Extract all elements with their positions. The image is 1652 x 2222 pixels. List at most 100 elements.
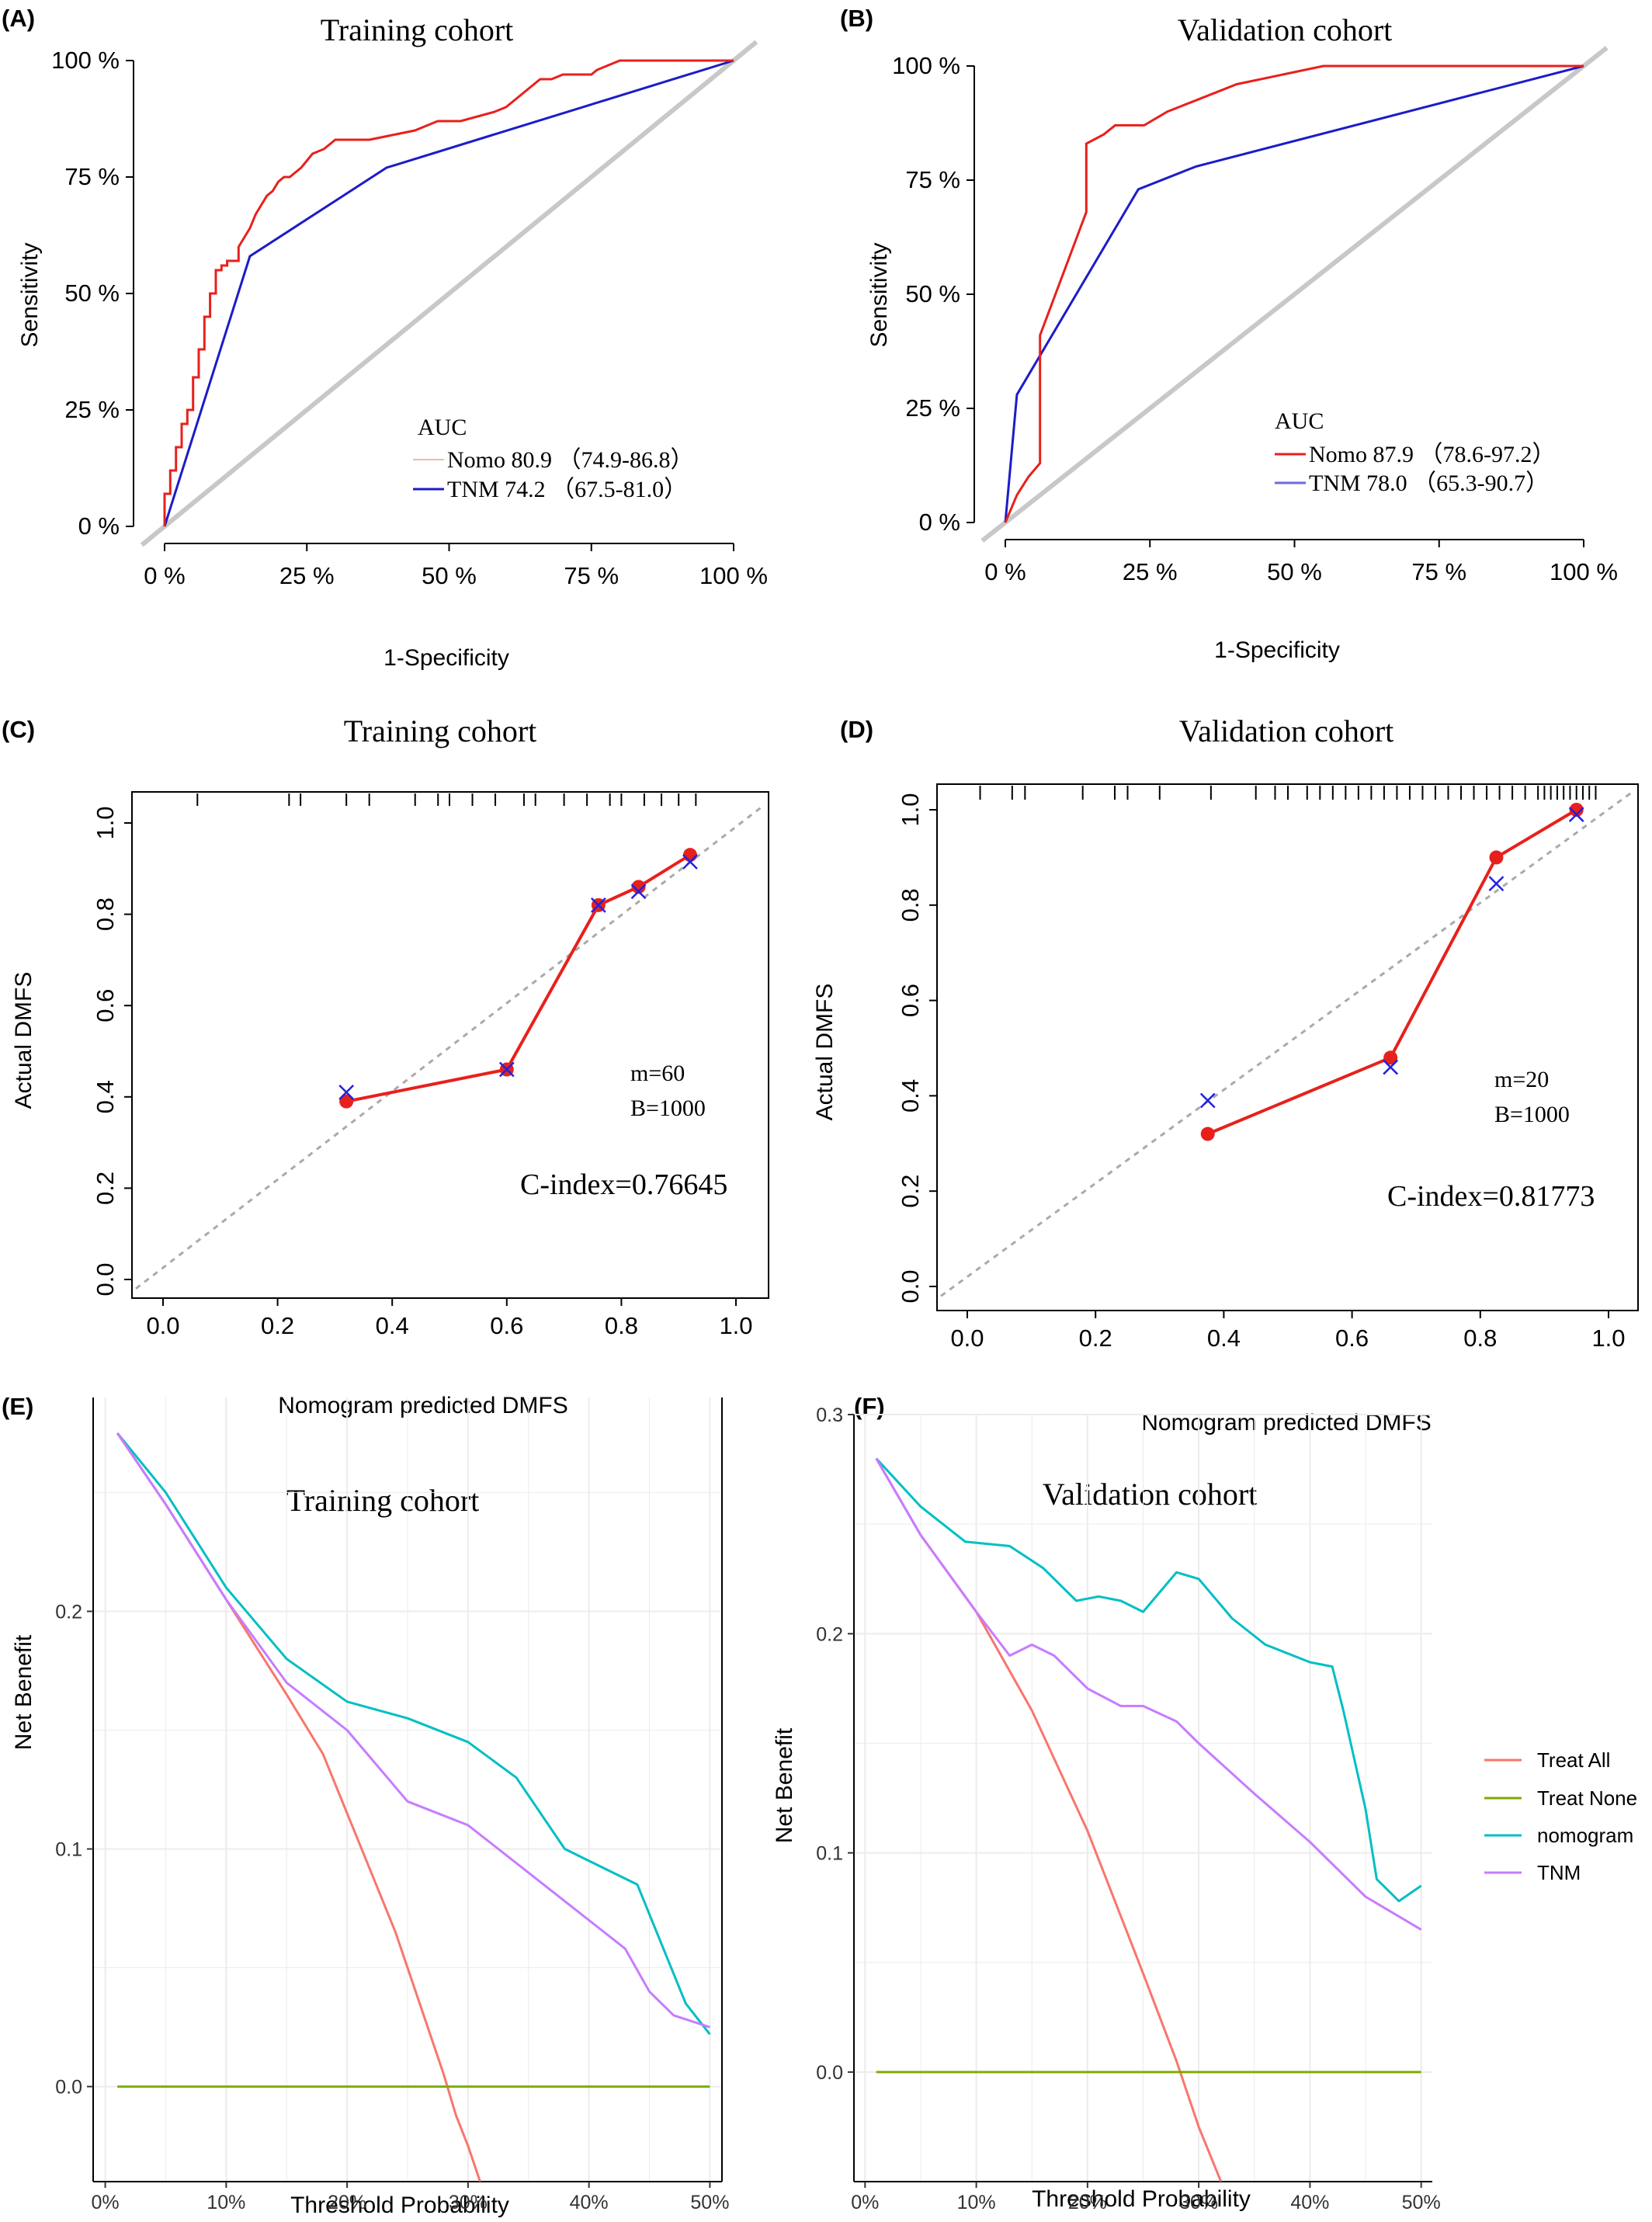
panel-b-xtick-label: 100 % bbox=[1550, 558, 1618, 585]
panel-e-xtick-label: 10% bbox=[206, 2192, 245, 2213]
panel-c-observed-point bbox=[631, 880, 646, 894]
panel-d-ytick-label: 0.2 bbox=[897, 1175, 924, 1208]
panel-a-legend-tnm: TNM 74.2 （67.5-81.0） bbox=[447, 477, 687, 502]
panel-c-observed-point bbox=[682, 848, 697, 863]
legend-treat-all: Treat All bbox=[1537, 1748, 1610, 1772]
panel-c-bias-corrected-marker bbox=[498, 1061, 515, 1078]
panel-b-ytick-label: 0 % bbox=[919, 509, 960, 536]
panel-f-label: (F) bbox=[854, 1393, 885, 1420]
panel-b-title: Validation cohort bbox=[1178, 12, 1393, 47]
panel-d-ytick-label: 0.8 bbox=[897, 888, 924, 922]
panel-f-xtick-label: 0% bbox=[851, 2192, 879, 2213]
panel-a-ytick-label: 50 % bbox=[64, 279, 120, 307]
panel-b-ytick-label: 25 % bbox=[905, 394, 960, 422]
panel-d-plot-frame bbox=[936, 783, 1639, 1311]
panel-d-ylabel: Actual DMFS bbox=[812, 984, 838, 1121]
panel-b-auc-header: AUC bbox=[1275, 408, 1324, 434]
panel-e-ytick-label: 0.2 bbox=[55, 1601, 82, 1623]
panel-b-ytick-label: 75 % bbox=[905, 166, 960, 193]
panel-f-xtick-label: 40% bbox=[1290, 2192, 1329, 2213]
panel-f-title: Validation cohort bbox=[1043, 1477, 1258, 1512]
panel-b-nomo-curve bbox=[1004, 64, 1584, 523]
panel-f-ytick-label: 0.2 bbox=[816, 1623, 843, 1645]
panel-f-ylabel: Net Benefit bbox=[772, 1727, 797, 1843]
panel-d-ytick-label: 0.4 bbox=[897, 1079, 924, 1113]
panel-c-ylabel: Actual DMFS bbox=[11, 972, 36, 1109]
panel-e-xtick-label: 0% bbox=[92, 2192, 120, 2213]
panel-b-reference-diagonal bbox=[980, 46, 1609, 543]
panel-b-ytick-label: 100 % bbox=[892, 52, 960, 79]
panel-d-ytick-label: 1.0 bbox=[897, 793, 924, 826]
panel-e-xlabel: Threshold Probability bbox=[290, 2192, 509, 2218]
panel-f-xtick-label: 20% bbox=[1068, 2192, 1107, 2213]
panel-a-title: Training cohort bbox=[321, 12, 514, 47]
panel-b-tnm-curve bbox=[1004, 64, 1584, 523]
panel-a-nomo-curve bbox=[163, 59, 734, 526]
panel-c-bias-corrected-marker bbox=[630, 884, 647, 900]
panel-b-label: (B) bbox=[840, 5, 873, 32]
panel-d-observed-point bbox=[1569, 803, 1584, 817]
panel-d-xtick-label: 1.0 bbox=[1591, 1325, 1625, 1352]
panel-d-xtick-label: 0.2 bbox=[1079, 1325, 1112, 1352]
panel-d-ytick-label: 0.6 bbox=[897, 984, 924, 1017]
panel-c-xtick-label: 0.6 bbox=[490, 1312, 523, 1339]
panel-d-cindex: C-index=0.81773 bbox=[1387, 1180, 1595, 1213]
panel-c-xtick-label: 0.8 bbox=[605, 1312, 638, 1339]
panel-c-ytick-label: 0.0 bbox=[92, 1262, 119, 1296]
panel-c-xtick-label: 0.4 bbox=[376, 1312, 409, 1339]
panel-e-ylabel: Net Benefit bbox=[11, 1634, 36, 1750]
panel-c-bias-corrected-marker bbox=[590, 897, 606, 913]
panel-e-xtick-label: 30% bbox=[449, 2192, 488, 2213]
panel-c-ytick-label: 0.6 bbox=[92, 989, 119, 1022]
panel-d-note-m: m=20 bbox=[1494, 1067, 1549, 1092]
panel-d-observed-point bbox=[1200, 1127, 1215, 1141]
panel-a-roc: 0 % 0 % 25 % 25 % 50 % 50 % 75 % 75 % 100 % 100 % bbox=[51, 40, 768, 589]
panel-e-tnm-curve bbox=[116, 1432, 710, 2029]
panel-a-tnm-curve bbox=[163, 59, 734, 527]
panel-a-xtick-label: 75 % bbox=[564, 562, 619, 589]
panel-f-ytick-label: 0.0 bbox=[816, 2062, 843, 2084]
panel-e-ytick-label: 0.0 bbox=[55, 2077, 82, 2099]
legend-tnm: TNM bbox=[1537, 1861, 1581, 1884]
panel-c-ideal-diagonal bbox=[135, 804, 765, 1290]
panel-a-ylabel: Sensitivity bbox=[17, 242, 43, 347]
panel-a-reference-diagonal bbox=[140, 40, 758, 547]
panel-c-xtick-label: 0.0 bbox=[146, 1312, 179, 1339]
panel-b-roc: 0 % 0 % 25 % 25 % 50 % 50 % 75 % 75 % 100 % 100 % bbox=[892, 46, 1618, 585]
panel-a-label: (A) bbox=[2, 5, 35, 32]
panel-d-calibration-line bbox=[1207, 808, 1577, 1136]
dca-legend: Treat All Treat None nomogram TNM bbox=[1484, 1748, 1637, 1884]
panel-b-xlabel: 1-Specificity bbox=[1214, 637, 1340, 663]
panel-f-ytick-label: 0.3 bbox=[816, 1404, 843, 1426]
panel-d-xlabel: Nomogram predicted DMFS bbox=[1141, 1410, 1431, 1436]
panel-d-bias-corrected-marker bbox=[1199, 1092, 1216, 1109]
panel-d-observed-point bbox=[1383, 1050, 1398, 1065]
panel-c-xtick-label: 0.2 bbox=[261, 1312, 294, 1339]
panel-f-xtick-label: 30% bbox=[1179, 2192, 1218, 2213]
panel-b-ylabel: Sensitivity bbox=[866, 242, 892, 347]
panel-c-note-m: m=60 bbox=[630, 1061, 685, 1086]
panel-c-ytick-label: 1.0 bbox=[92, 806, 119, 839]
panel-f-xlabel: Threshold Probability bbox=[1032, 2186, 1251, 2212]
panel-c-observed-point bbox=[339, 1094, 354, 1109]
panel-c-bias-corrected-marker bbox=[338, 1085, 355, 1100]
panel-e-dca: 0.0 0.1 0.2 0% 10% 20% 30% 40% 50% bbox=[55, 1397, 729, 2213]
legend-nomogram: nomogram bbox=[1537, 1824, 1633, 1847]
panel-c-label: (C) bbox=[2, 716, 35, 743]
panel-d-title: Validation cohort bbox=[1179, 713, 1394, 748]
panel-d-bias-corrected-marker bbox=[1488, 876, 1504, 892]
panel-e-title: Training cohort bbox=[286, 1483, 480, 1518]
panel-f-dca: 0.0 0.1 0.2 0.3 0% 10% 20% 30% 40% 50% bbox=[816, 1404, 1440, 2213]
panel-b-legend-nomo: Nomo 87.9 （78.6-97.2） bbox=[1309, 442, 1556, 467]
panel-d-xtick-label: 0.0 bbox=[950, 1325, 984, 1352]
legend-treat-none: Treat None bbox=[1537, 1786, 1637, 1810]
panel-c-xtick-label: 1.0 bbox=[719, 1312, 752, 1339]
panel-a-xtick-label: 25 % bbox=[279, 562, 335, 589]
panel-d-observed-point bbox=[1489, 850, 1504, 865]
panel-c-title: Training cohort bbox=[344, 713, 537, 748]
panel-b-ytick-label: 50 % bbox=[905, 280, 960, 307]
panel-a-xtick-label: 50 % bbox=[422, 562, 477, 589]
panel-d-xtick-label: 0.6 bbox=[1335, 1325, 1369, 1352]
panel-c-plot-frame bbox=[131, 791, 769, 1299]
panel-a-ytick-label: 100 % bbox=[51, 47, 120, 74]
